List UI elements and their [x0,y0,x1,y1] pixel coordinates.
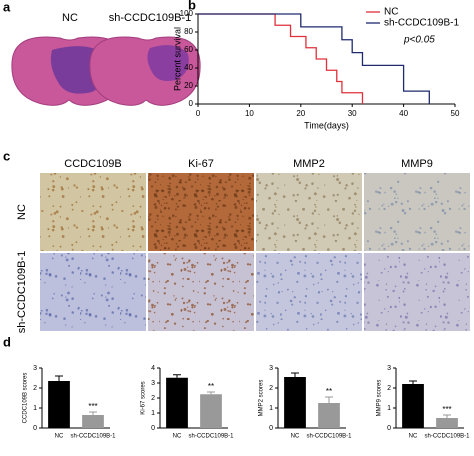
y-tick-label: 2 [269,385,273,392]
y-tick-label: 3 [387,365,391,372]
bar [284,377,306,428]
y-tick-label: 80 [184,27,193,36]
x-tick-label: 0 [196,109,201,118]
x-tick-label: 30 [348,109,357,118]
x-tick-label: sh-CCDC109B-1 [306,434,352,440]
y-axis-label: Percent survival [172,27,182,91]
ihc-image [148,253,254,331]
y-axis-label: CCDC109B scores [23,373,29,424]
annotation: ** [326,387,332,396]
y-tick-label: 3 [151,380,155,387]
y-tick-label: 1 [33,405,37,412]
x-tick-label: NC [55,434,64,440]
legend-label: sh-CCDC109B-1 [384,18,459,29]
column-label: CCDC109B [64,158,121,170]
x-tick-label: NC [173,434,182,440]
x-tick-label: 40 [399,109,408,118]
y-tick-label: 100 [180,9,194,18]
y-tick-label: 0 [189,99,194,108]
x-tick-label: sh-CCDC109B-1 [188,434,234,440]
brain-slice [89,36,201,106]
annotation: p<0.05 [403,35,435,46]
y-tick-label: 2 [151,395,155,402]
y-tick-label: 3 [269,365,273,372]
annotation: *** [88,402,97,411]
y-tick-label: 40 [184,63,193,72]
y-tick-label: 0 [269,425,273,432]
y-tick-label: 4 [151,365,155,372]
ihc-image [148,173,254,251]
y-tick-label: 1 [151,410,155,417]
sample-label: sh-CCDC109B-1 [109,12,192,24]
y-tick-label: 0 [151,425,155,432]
column-label: Ki-67 [188,158,214,170]
y-axis-label: Ki-67 scores [141,381,147,414]
x-tick-label: sh-CCDC109B-1 [424,434,470,440]
x-tick-label: NC [291,434,300,440]
ihc-image [40,173,146,251]
row-label: sh-CCDC109B-1 [16,251,28,334]
row-label: NC [16,204,28,220]
y-tick-label: 60 [184,45,193,54]
ihc-image [364,253,470,331]
y-tick-label: 1 [387,405,391,412]
bar [200,394,222,428]
panel-letter: b [188,0,196,12]
x-axis-label: Time(days) [304,120,349,130]
panel-letter: c [3,148,10,163]
bar [82,415,104,428]
x-tick-label: 10 [245,109,254,118]
annotation: *** [442,405,451,414]
y-tick-label: 0 [33,425,37,432]
x-tick-label: 50 [451,109,460,118]
bar [48,381,70,428]
bar [166,377,188,428]
bar [402,384,424,428]
y-tick-label: 20 [184,81,193,90]
annotation: ** [208,382,214,391]
bar [318,403,340,428]
y-tick-label: 1 [269,405,273,412]
y-tick-label: 2 [387,385,391,392]
column-label: MMP9 [401,158,433,170]
survival-line [198,13,364,104]
x-tick-label: sh-CCDC109B-1 [70,434,116,440]
ihc-image [256,173,362,251]
y-tick-label: 0 [387,425,391,432]
ihc-image [40,253,146,331]
y-tick-label: 3 [33,365,37,372]
x-tick-label: NC [409,434,418,440]
panel-letter: d [3,334,11,349]
y-tick-label: 2 [33,385,37,392]
ihc-image [256,253,362,331]
y-axis-label: MMP2 scores [259,380,265,417]
column-label: MMP2 [293,158,325,170]
ihc-image [364,173,470,251]
y-axis-label: MMP9 scores [377,380,383,417]
sample-label: NC [62,12,78,24]
bar [436,418,458,428]
survival-line [198,13,430,104]
ihc-grid [40,173,470,331]
x-tick-label: 20 [296,109,305,118]
legend-label: NC [384,7,398,18]
panel-letter: a [3,0,11,14]
